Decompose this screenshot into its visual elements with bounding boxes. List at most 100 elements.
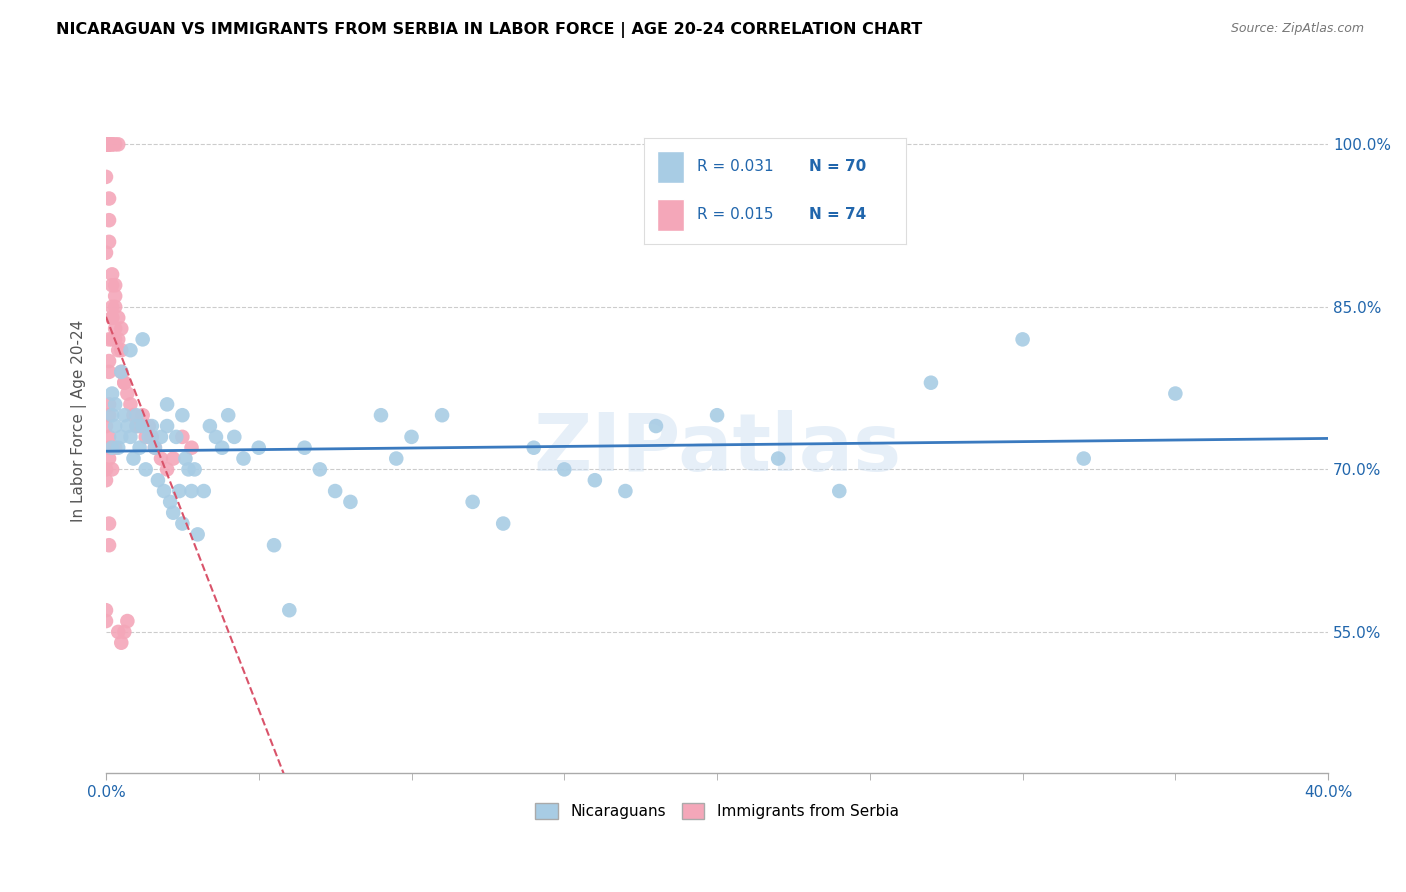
Point [98,408,121,422]
Point [156,397,179,411]
Point [94,137,117,152]
Point [323,484,346,499]
Text: R = 0.015: R = 0.015 [696,207,773,222]
Point [94,419,117,434]
Point [128,441,150,455]
Point [143,441,166,455]
Point [101,137,124,152]
Point [120,397,142,411]
Point [232,451,254,466]
Point [98,451,121,466]
Point [104,278,127,293]
Point [107,441,129,455]
Point [107,137,129,152]
Text: R = 0.031: R = 0.031 [696,159,773,174]
Point [156,462,179,476]
Point [159,495,181,509]
Point [205,430,228,444]
Point [146,473,169,487]
Point [94,137,117,152]
Point [162,506,184,520]
Bar [658,151,683,183]
Point [153,484,176,499]
Point [309,462,332,476]
Point [117,419,139,434]
Point [122,408,145,422]
Point [461,495,484,509]
Point [112,408,135,422]
Point [107,332,129,346]
Point [172,516,194,531]
Point [169,484,191,499]
Point [104,419,127,434]
Point [101,386,124,401]
Point [766,451,789,466]
Point [98,430,121,444]
Point [172,430,194,444]
Point [104,441,127,455]
Point [370,408,392,422]
Point [101,441,124,455]
Point [101,332,124,346]
Point [141,419,163,434]
Point [112,376,135,390]
Point [101,137,124,152]
Point [706,408,728,422]
Point [98,137,121,152]
Point [94,462,117,476]
Point [135,430,157,444]
Point [141,430,163,444]
Point [138,419,160,434]
Point [920,376,942,390]
Point [183,462,205,476]
Point [101,310,124,325]
Point [104,332,127,346]
Point [138,430,160,444]
Point [107,310,129,325]
Point [104,300,127,314]
Point [165,430,187,444]
Point [94,614,117,628]
Point [247,441,270,455]
Point [101,278,124,293]
Point [131,332,153,346]
Point [156,419,179,434]
Point [645,419,668,434]
Point [211,441,233,455]
Point [174,451,197,466]
Point [162,451,184,466]
Point [110,321,132,335]
Point [98,354,121,368]
Point [224,430,246,444]
Point [122,451,145,466]
Point [828,484,851,499]
Bar [658,199,683,230]
Point [1164,386,1187,401]
Point [94,137,117,152]
Point [104,397,127,411]
Point [112,376,135,390]
Point [172,408,194,422]
Point [98,137,121,152]
Point [94,245,117,260]
Point [131,419,153,434]
Point [110,636,132,650]
Point [98,137,121,152]
Point [98,192,121,206]
Point [553,462,575,476]
Point [339,495,361,509]
Point [278,603,301,617]
Point [523,441,546,455]
Y-axis label: In Labor Force | Age 20-24: In Labor Force | Age 20-24 [72,319,87,522]
Point [180,441,202,455]
Point [94,603,117,617]
Point [217,408,239,422]
Point [117,614,139,628]
Point [98,365,121,379]
Point [120,343,142,358]
Point [112,624,135,639]
Point [104,289,127,303]
Point [94,473,117,487]
Point [1011,332,1033,346]
Point [180,484,202,499]
